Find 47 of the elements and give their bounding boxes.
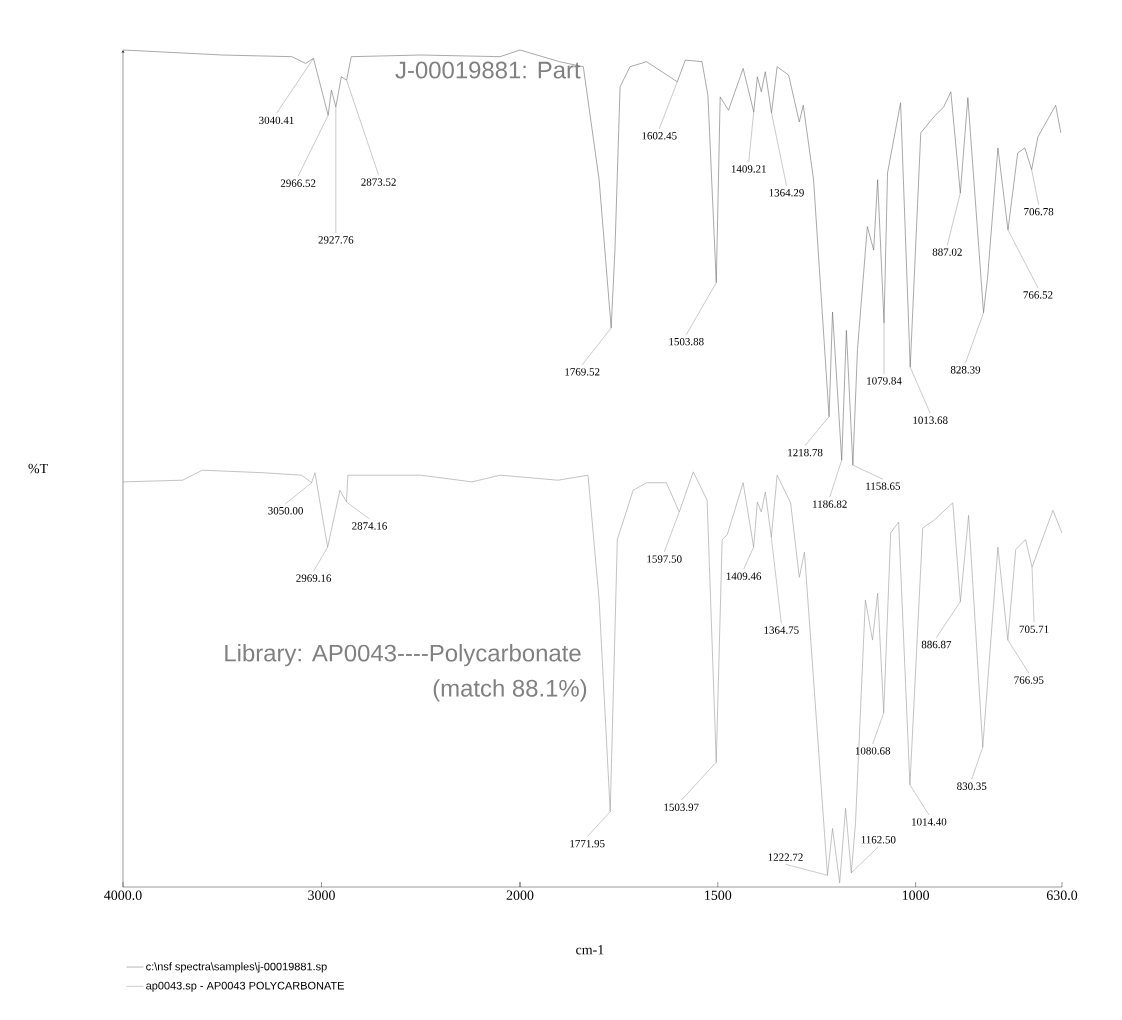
annotation: 766.95 — [1014, 676, 1044, 684]
x-tick-label: 1000 — [902, 890, 930, 900]
annotation: 706.78 — [1024, 207, 1054, 216]
annotation: 1769.52 — [565, 368, 600, 376]
x-axis-title: cm-1 — [576, 945, 604, 955]
annotation: 2874.16 — [352, 522, 387, 530]
annotation: 1222.72 — [768, 853, 803, 861]
annotation: 1503.88 — [669, 337, 704, 346]
annotation: 1503.97 — [664, 803, 699, 812]
annotation: 1364.75 — [764, 626, 799, 634]
annotation: 828.39 — [950, 366, 981, 374]
annotation: 3050.00 — [268, 507, 303, 515]
x-tick-label: 1500 — [705, 890, 732, 900]
annotation: 1597.50 — [647, 555, 682, 563]
annotation: 1013.68 — [913, 416, 948, 424]
annotation: 2873.52 — [361, 178, 396, 186]
x-tick-label: 4000.0 — [104, 890, 142, 900]
annotation: 1409.46 — [726, 572, 762, 580]
annotation: 2927.76 — [318, 236, 354, 244]
annotation: 887.02 — [932, 248, 962, 256]
annotation: 1079.84 — [867, 377, 902, 385]
annotation: 3040.41 — [259, 116, 294, 125]
legend-label: ap0043.sp - AP0043 POLYCARBONATE — [146, 981, 344, 992]
x-tick-label: 3000 — [308, 890, 335, 900]
annotation: 1014.40 — [912, 818, 947, 826]
x-tick-label: 630.0 — [1046, 890, 1078, 900]
x-tick-label: 2000 — [506, 890, 534, 900]
legend-label: c:\nsf spectra\samples\j-00019881.sp — [146, 962, 327, 973]
annotation: 1602.45 — [642, 132, 677, 140]
annotation: 830.35 — [957, 782, 987, 790]
annotation: 1080.68 — [855, 747, 891, 755]
annotation: 2969.16 — [296, 574, 332, 582]
annotation: 1158.65 — [866, 482, 901, 490]
y-axis-title: %T — [28, 463, 48, 474]
annotation: 1162.50 — [861, 836, 896, 844]
annotation: 1218.78 — [788, 448, 823, 457]
annotation: J-00019881: Part — [395, 61, 581, 79]
annotation: 705.71 — [1019, 625, 1049, 633]
annotation: 1771.95 — [570, 839, 605, 848]
annotation: 886.87 — [921, 640, 952, 649]
annotation: Library: AP0043----Polycarbonate — [225, 644, 581, 667]
annotation: 1186.82 — [813, 500, 847, 508]
annotation: 2966.52 — [280, 179, 316, 187]
annotation: 1409.21 — [731, 165, 766, 173]
annotation: 1364.29 — [769, 189, 804, 197]
annotation: (match 88.1%) — [433, 679, 587, 702]
annotation: 766.52 — [1023, 291, 1053, 299]
